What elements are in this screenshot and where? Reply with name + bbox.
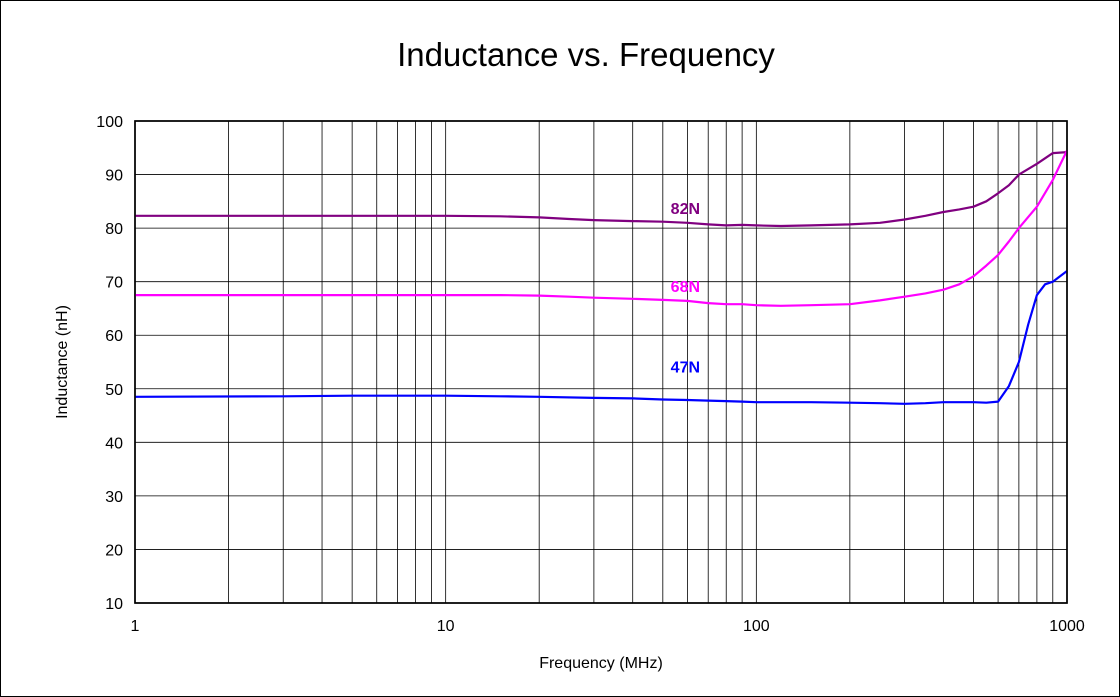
series-line-47n — [134, 270, 1068, 405]
series-line-68n — [135, 150, 1068, 307]
x-tick-label: 10 — [437, 618, 455, 635]
series-line-82n — [135, 151, 1068, 228]
series-label-47n: 47N — [671, 360, 700, 377]
x-tick-label: 1 — [131, 618, 140, 635]
series-label-68n: 68N — [671, 279, 700, 296]
plot-area — [134, 120, 1068, 604]
y-tick-label: 50 — [105, 382, 123, 399]
y-tick-label: 40 — [105, 435, 123, 452]
grid-lines — [135, 121, 1067, 603]
plot-border — [134, 120, 1068, 604]
series-lines — [134, 150, 1068, 405]
y-tick-label: 20 — [105, 542, 123, 559]
chart-title: Inductance vs. Frequency — [397, 36, 775, 73]
y-tick-label: 10 — [105, 596, 123, 613]
y-tick-label: 80 — [105, 221, 123, 238]
tick-labels: 1 10 100 1000 10 20 30 40 50 60 70 80 90 100 — [96, 114, 1085, 635]
y-axis-label: Inductance (nH) — [54, 305, 71, 419]
y-tick-label: 90 — [105, 168, 123, 185]
x-tick-label: 100 — [743, 618, 770, 635]
series-labels: 82N 68N 47N — [671, 201, 700, 377]
x-axis-label: Frequency (MHz) — [539, 655, 663, 672]
series-label-82n: 82N — [671, 201, 700, 218]
y-tick-label: 70 — [105, 275, 123, 292]
y-tick-label: 100 — [96, 114, 123, 131]
x-tick-label: 1000 — [1049, 618, 1085, 635]
y-tick-label: 30 — [105, 489, 123, 506]
y-tick-label: 60 — [105, 328, 123, 345]
